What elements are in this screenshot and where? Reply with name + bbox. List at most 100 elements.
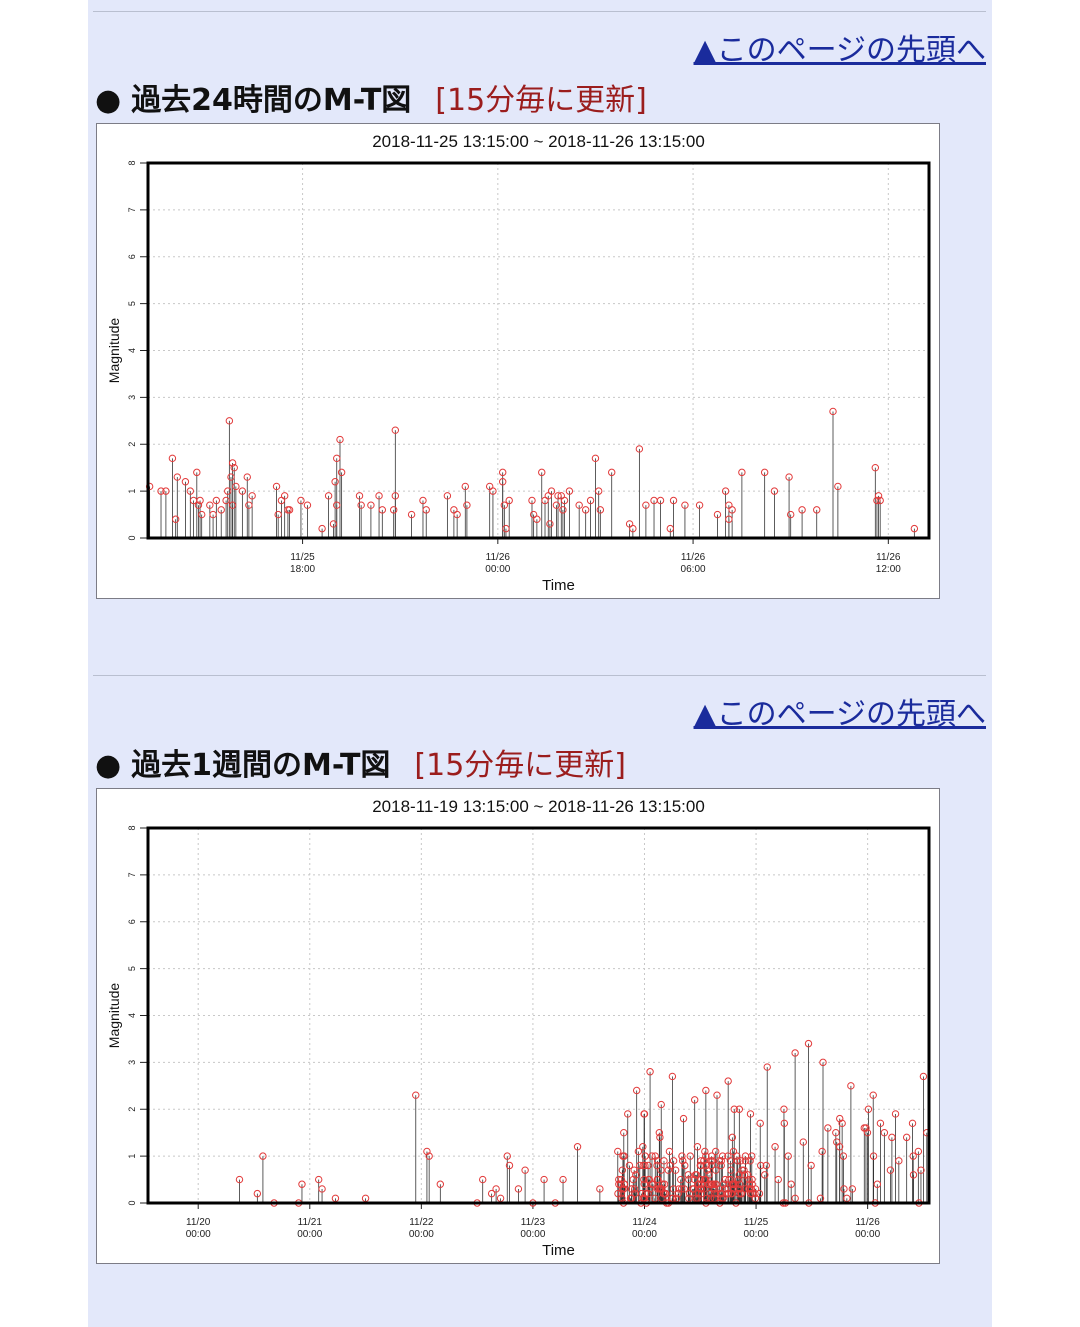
data-point (243, 473, 251, 481)
data-point (248, 492, 256, 500)
data-point (618, 1185, 627, 1193)
data-point (770, 487, 779, 495)
section-divider (93, 675, 986, 676)
data-point (762, 1161, 770, 1170)
data-point (733, 1157, 742, 1165)
data-point (636, 1161, 644, 1170)
data-point (461, 482, 469, 491)
data-point (738, 468, 746, 477)
data-point (746, 1110, 755, 1118)
data-point (707, 1180, 715, 1188)
y-tick-label: 4 (127, 1013, 137, 1018)
data-point (908, 1119, 917, 1128)
data-point (586, 496, 595, 505)
data-point (880, 1128, 889, 1137)
data-point (635, 445, 644, 453)
data-point (813, 506, 821, 514)
y-tick-label: 3 (127, 395, 137, 400)
data-point (786, 510, 795, 519)
x-tick-label-time: 06:00 (681, 564, 706, 575)
back-to-top-link[interactable]: ▲このページの先頭へ (693, 33, 986, 68)
data-point (697, 1157, 705, 1165)
data-point (540, 1175, 548, 1184)
data-point (712, 1147, 720, 1156)
data-point (701, 1147, 709, 1156)
data-point (197, 510, 206, 519)
data-point (873, 1180, 882, 1188)
x-tick-label-time: 00:00 (409, 1229, 434, 1240)
data-point (168, 454, 177, 463)
data-point (664, 1166, 672, 1174)
data-point (503, 1152, 511, 1160)
data-point (391, 492, 400, 500)
data-point (528, 496, 536, 505)
x-tick-label-time: 18:00 (290, 564, 315, 575)
data-point (736, 1180, 744, 1188)
data-point (660, 1180, 669, 1188)
data-point (665, 1147, 674, 1156)
data-point (333, 454, 341, 463)
data-point (819, 1058, 827, 1067)
data-point (679, 1114, 688, 1123)
chart-title: 2018-11-25 13:15:00 ~ 2018-11-26 13:15:0… (372, 132, 705, 151)
data-point (407, 510, 416, 519)
data-point (874, 492, 883, 500)
data-point (741, 1185, 750, 1193)
y-tick-label: 7 (127, 872, 137, 877)
data-point (888, 1133, 896, 1142)
y-tick-label: 0 (127, 1200, 137, 1205)
data-point (669, 1185, 678, 1193)
data-point (419, 496, 427, 505)
data-point (836, 1114, 844, 1123)
x-tick-label-date: 11/26 (681, 552, 706, 563)
data-point (639, 1161, 647, 1170)
data-point (835, 1143, 844, 1151)
stem-lines (239, 1043, 928, 1203)
data-point (212, 496, 221, 505)
data-point (799, 1138, 807, 1146)
data-point (724, 1185, 732, 1193)
x-tick-label-date: 11/25 (744, 1217, 769, 1228)
data-point (787, 1180, 795, 1188)
data-point (863, 1128, 872, 1137)
data-point (554, 492, 562, 500)
data-point (728, 1133, 737, 1142)
data-point (581, 506, 590, 514)
data-point (876, 496, 884, 505)
data-point (355, 492, 364, 500)
data-point (847, 1082, 855, 1090)
data-point (721, 487, 730, 495)
data-point (324, 492, 333, 500)
data-point (700, 1175, 709, 1184)
data-point (910, 524, 919, 533)
data-point (740, 1166, 748, 1174)
data-point (751, 1185, 760, 1193)
data-point (653, 1161, 661, 1170)
data-point (725, 1175, 733, 1184)
data-point (285, 506, 294, 514)
data-point (697, 1175, 705, 1184)
data-point (669, 496, 678, 505)
data-point (487, 1189, 496, 1198)
x-tick-label-date: 11/25 (290, 552, 315, 563)
data-point (514, 1185, 523, 1193)
data-point (780, 1119, 789, 1128)
data-point (538, 468, 546, 477)
data-point (640, 1180, 648, 1188)
data-point (145, 482, 154, 491)
data-point (713, 510, 722, 519)
data-point (886, 1166, 895, 1174)
data-point (656, 1133, 664, 1142)
data-point (173, 473, 181, 481)
data-point (829, 407, 837, 416)
data-point (761, 1171, 769, 1179)
chart-1week: 2018-11-19 13:15:00 ~ 2018-11-26 13:15:0… (106, 797, 931, 1259)
data-point (679, 1157, 687, 1165)
data-point (702, 1152, 710, 1160)
data-point (909, 1152, 917, 1160)
data-point (617, 1189, 626, 1198)
back-to-top-link[interactable]: ▲このページの先頭へ (693, 697, 986, 732)
data-point (712, 1180, 720, 1188)
data-point (547, 487, 556, 495)
data-point (642, 501, 650, 509)
